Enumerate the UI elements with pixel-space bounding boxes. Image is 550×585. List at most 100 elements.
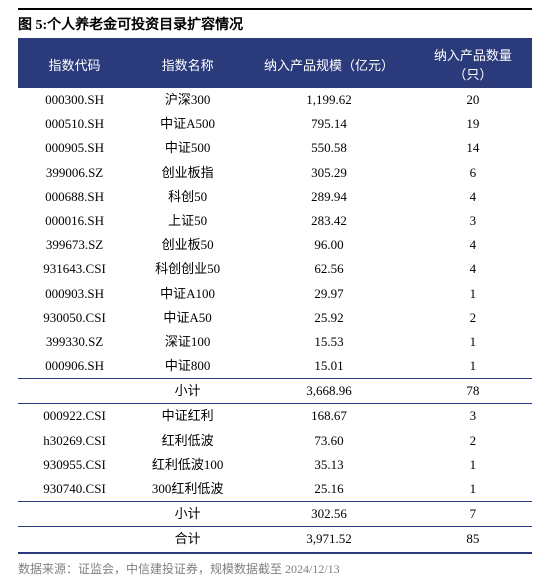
table-row: 000905.SH中证500550.5814 [18, 136, 532, 160]
cell-count: 1 [414, 453, 532, 477]
cell-count: 1 [414, 354, 532, 379]
cell-count: 3 [414, 209, 532, 233]
cell-count: 7 [414, 502, 532, 527]
cell-count: 4 [414, 185, 532, 209]
cell-count: 85 [414, 527, 532, 553]
cell-name: 中证A100 [131, 282, 244, 306]
table-row: 000016.SH上证50283.423 [18, 209, 532, 233]
cell-code: 000905.SH [18, 136, 131, 160]
cell-scale: 25.16 [244, 477, 414, 502]
cell-name: 创业板指 [131, 161, 244, 185]
table-row: 000922.CSI中证红利168.673 [18, 404, 532, 429]
table-row: 000510.SH中证A500795.1419 [18, 112, 532, 136]
cell-name: 中证A500 [131, 112, 244, 136]
cell-code [18, 527, 131, 553]
cell-code: 930050.CSI [18, 306, 131, 330]
table-row: 930955.CSI红利低波10035.131 [18, 453, 532, 477]
cell-code: 000903.SH [18, 282, 131, 306]
cell-scale: 25.92 [244, 306, 414, 330]
table-row: 000300.SH沪深3001,199.6220 [18, 88, 532, 112]
cell-count: 14 [414, 136, 532, 160]
cell-code: 399006.SZ [18, 161, 131, 185]
table-row: 399673.SZ创业板5096.004 [18, 233, 532, 257]
table-row: 399006.SZ创业板指305.296 [18, 161, 532, 185]
table-row: 930050.CSI中证A5025.922 [18, 306, 532, 330]
cell-name: 中证800 [131, 354, 244, 379]
cell-scale: 62.56 [244, 257, 414, 281]
cell-scale: 96.00 [244, 233, 414, 257]
cell-name: 创业板50 [131, 233, 244, 257]
cell-name: 中证A50 [131, 306, 244, 330]
table-row: 000688.SH科创50289.944 [18, 185, 532, 209]
cell-scale: 15.01 [244, 354, 414, 379]
cell-scale: 795.14 [244, 112, 414, 136]
cell-code: 399330.SZ [18, 330, 131, 354]
col-header-name: 指数名称 [131, 39, 244, 88]
cell-count: 4 [414, 233, 532, 257]
table-row: 399330.SZ深证10015.531 [18, 330, 532, 354]
total-row: 合计3,971.5285 [18, 527, 532, 553]
cell-scale: 35.13 [244, 453, 414, 477]
cell-code: 000510.SH [18, 112, 131, 136]
cell-code: 000906.SH [18, 354, 131, 379]
cell-scale: 73.60 [244, 429, 414, 453]
cell-code: 930955.CSI [18, 453, 131, 477]
col-header-count: 纳入产品数量（只） [414, 39, 532, 88]
cell-scale: 168.67 [244, 404, 414, 429]
cell-name: 小计 [131, 502, 244, 527]
table-header-row: 指数代码 指数名称 纳入产品规模（亿元） 纳入产品数量（只） [18, 39, 532, 88]
cell-code: 931643.CSI [18, 257, 131, 281]
table-body: 000300.SH沪深3001,199.6220000510.SH中证A5007… [18, 88, 532, 553]
cell-scale: 15.53 [244, 330, 414, 354]
table-row: 930740.CSI300红利低波25.161 [18, 477, 532, 502]
cell-code: 000688.SH [18, 185, 131, 209]
cell-code [18, 502, 131, 527]
cell-name: 科创创业50 [131, 257, 244, 281]
cell-scale: 289.94 [244, 185, 414, 209]
table-row: 000903.SH中证A10029.971 [18, 282, 532, 306]
cell-code: 000300.SH [18, 88, 131, 112]
cell-name: 中证红利 [131, 404, 244, 429]
cell-count: 78 [414, 379, 532, 404]
cell-count: 3 [414, 404, 532, 429]
cell-name: 中证500 [131, 136, 244, 160]
cell-scale: 302.56 [244, 502, 414, 527]
cell-scale: 1,199.62 [244, 88, 414, 112]
cell-scale: 305.29 [244, 161, 414, 185]
cell-scale: 283.42 [244, 209, 414, 233]
cell-name: 小计 [131, 379, 244, 404]
cell-count: 19 [414, 112, 532, 136]
cell-count: 1 [414, 282, 532, 306]
cell-code: 000016.SH [18, 209, 131, 233]
cell-name: 红利低波 [131, 429, 244, 453]
cell-count: 2 [414, 429, 532, 453]
data-source: 数据来源：证监会，中信建投证券，规模数据截至 2024/12/13 [18, 554, 532, 577]
cell-scale: 3,971.52 [244, 527, 414, 553]
cell-count: 1 [414, 330, 532, 354]
cell-count: 2 [414, 306, 532, 330]
col-header-scale: 纳入产品规模（亿元） [244, 39, 414, 88]
figure-title: 图 5:个人养老金可投资目录扩容情况 [18, 8, 532, 38]
table-row: 000906.SH中证80015.011 [18, 354, 532, 379]
cell-name: 红利低波100 [131, 453, 244, 477]
cell-count: 6 [414, 161, 532, 185]
cell-count: 4 [414, 257, 532, 281]
cell-name: 深证100 [131, 330, 244, 354]
cell-name: 合计 [131, 527, 244, 553]
cell-scale: 29.97 [244, 282, 414, 306]
data-table: 指数代码 指数名称 纳入产品规模（亿元） 纳入产品数量（只） 000300.SH… [18, 38, 532, 554]
table-row: 931643.CSI科创创业5062.564 [18, 257, 532, 281]
table-row: h30269.CSI红利低波73.602 [18, 429, 532, 453]
cell-name: 科创50 [131, 185, 244, 209]
col-header-code: 指数代码 [18, 39, 131, 88]
figure-container: 图 5:个人养老金可投资目录扩容情况 指数代码 指数名称 纳入产品规模（亿元） … [0, 0, 550, 585]
cell-code: h30269.CSI [18, 429, 131, 453]
cell-code [18, 379, 131, 404]
cell-code: 000922.CSI [18, 404, 131, 429]
subtotal-row: 小计302.567 [18, 502, 532, 527]
cell-name: 沪深300 [131, 88, 244, 112]
cell-scale: 550.58 [244, 136, 414, 160]
cell-count: 1 [414, 477, 532, 502]
cell-count: 20 [414, 88, 532, 112]
subtotal-row: 小计3,668.9678 [18, 379, 532, 404]
